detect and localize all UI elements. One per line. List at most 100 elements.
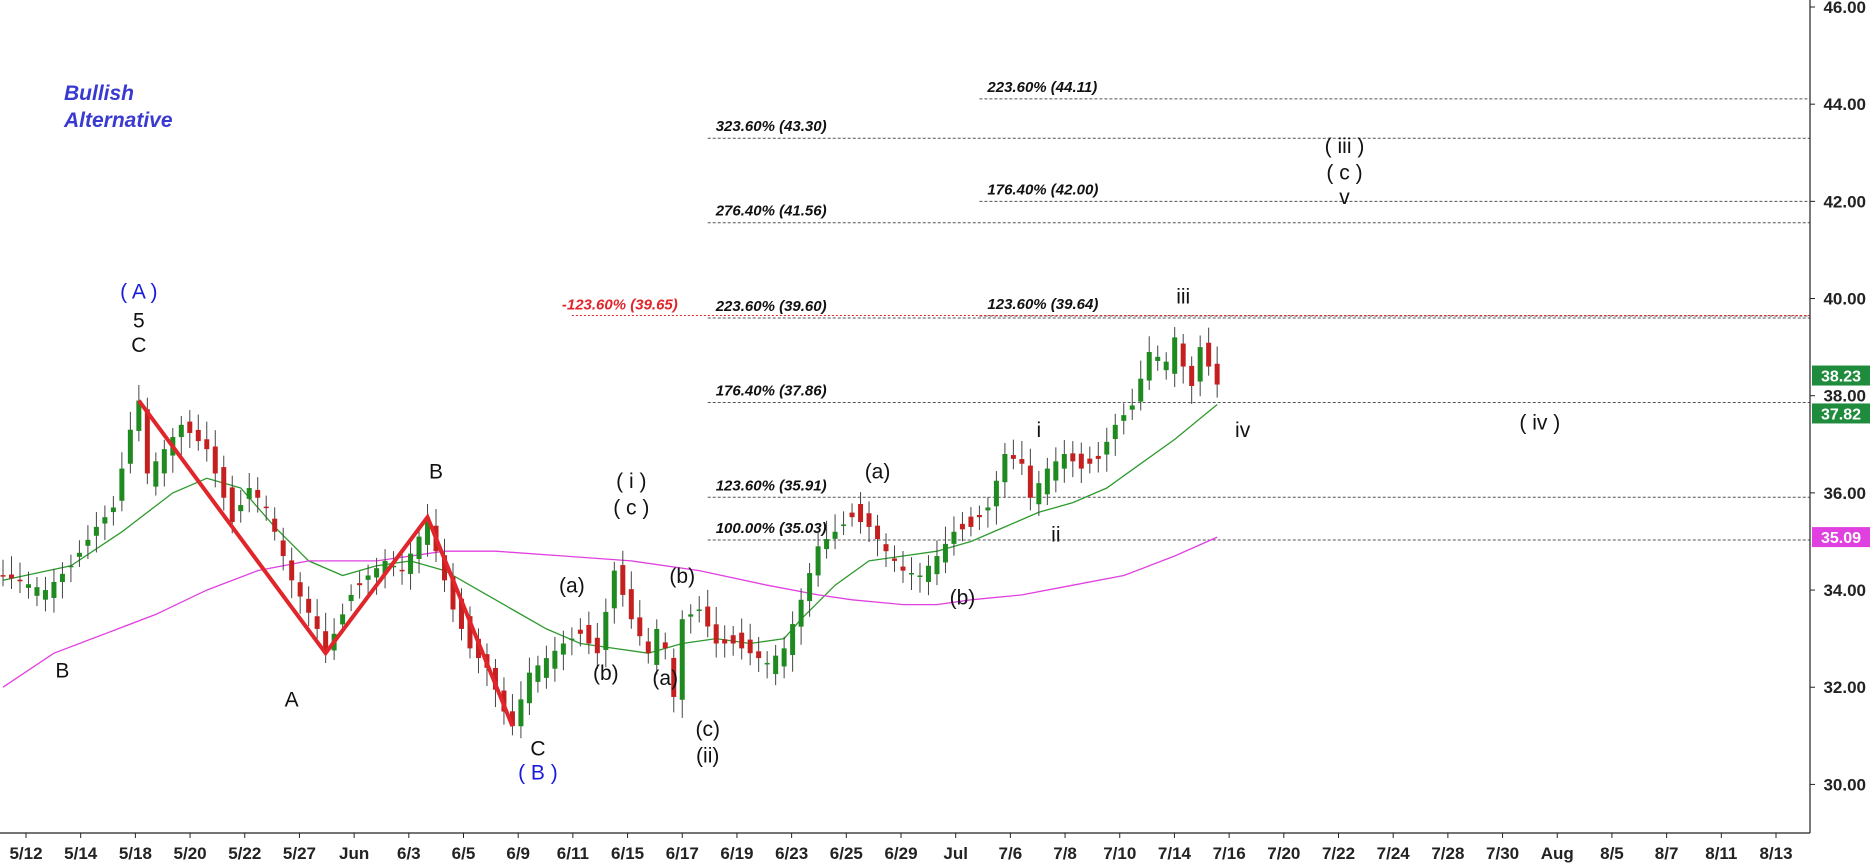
candle-body bbox=[17, 579, 23, 582]
candle-body bbox=[1044, 468, 1050, 495]
wave-label: ( c ) bbox=[613, 497, 649, 520]
candle-body bbox=[1163, 361, 1169, 371]
wave-label: ( iii ) bbox=[1325, 135, 1365, 158]
candle-body bbox=[136, 400, 142, 431]
x-tick-label: 6/17 bbox=[666, 844, 699, 863]
candle-body bbox=[204, 439, 210, 450]
wave-label: (b) bbox=[669, 565, 695, 588]
wave-label: (a) bbox=[865, 460, 891, 483]
x-tick-label: 7/8 bbox=[1053, 844, 1077, 863]
x-tick-label: 7/10 bbox=[1103, 844, 1136, 863]
candle-body bbox=[1197, 347, 1203, 382]
candle-body bbox=[620, 565, 626, 595]
y-tick-label: 42.00 bbox=[1823, 192, 1866, 211]
candle-body bbox=[1087, 458, 1093, 464]
candle-body bbox=[756, 651, 762, 659]
candle-body bbox=[925, 565, 931, 582]
candle-body bbox=[705, 606, 711, 627]
candle-body bbox=[1053, 461, 1059, 481]
candle-body bbox=[1019, 459, 1025, 464]
candle-body bbox=[246, 488, 252, 499]
wave-label: ( iv ) bbox=[1519, 412, 1560, 435]
x-tick-label: 7/14 bbox=[1158, 844, 1192, 863]
x-tick-label: Aug bbox=[1541, 844, 1574, 863]
candle-body bbox=[993, 480, 999, 507]
candle-body bbox=[42, 590, 48, 600]
candle-body bbox=[119, 468, 125, 501]
candle-body bbox=[391, 565, 397, 568]
candle-body bbox=[773, 655, 779, 675]
candle-body bbox=[1078, 453, 1084, 469]
candle-body bbox=[662, 642, 668, 649]
candle-body bbox=[102, 517, 108, 524]
candle-body bbox=[611, 570, 617, 609]
x-tick-label: 8/13 bbox=[1759, 844, 1792, 863]
x-tick-label: 8/11 bbox=[1705, 844, 1737, 863]
candle-body bbox=[535, 665, 541, 682]
candle-body bbox=[518, 699, 524, 727]
candle-body bbox=[1214, 363, 1220, 385]
x-tick-label: 5/27 bbox=[283, 844, 316, 863]
x-tick-label: 5/20 bbox=[174, 844, 207, 863]
candle-body bbox=[1036, 483, 1042, 505]
candle-body bbox=[323, 631, 329, 654]
candle-body bbox=[357, 583, 363, 586]
candle-body bbox=[942, 543, 948, 563]
candle-body bbox=[187, 421, 193, 433]
candle-body bbox=[263, 506, 269, 509]
candle-body bbox=[645, 641, 651, 654]
moving-average-line bbox=[2, 536, 1218, 688]
moving-averages bbox=[2, 403, 1218, 688]
price-tag bbox=[1812, 403, 1870, 424]
candle-body bbox=[374, 568, 380, 578]
x-tick-label: 6/25 bbox=[830, 844, 863, 863]
candle-body bbox=[815, 546, 821, 576]
candle-body bbox=[569, 638, 575, 641]
x-tick-label: 5/18 bbox=[119, 844, 152, 863]
x-tick-label: 5/12 bbox=[9, 844, 42, 863]
price-candles bbox=[0, 327, 1220, 739]
fib-level-label: 100.00% (35.03) bbox=[716, 520, 827, 537]
y-tick-label: 30.00 bbox=[1823, 775, 1866, 794]
wave-label: (ii) bbox=[696, 745, 719, 768]
y-tick-label: 38.00 bbox=[1823, 387, 1866, 406]
x-tick-label: 7/16 bbox=[1213, 844, 1246, 863]
price-tag-label: 37.82 bbox=[1821, 406, 1861, 423]
wave-label: ( c ) bbox=[1326, 161, 1362, 184]
candle-body bbox=[908, 573, 914, 575]
annotation-note-line-2: Alternative bbox=[63, 109, 173, 132]
candle-body bbox=[195, 429, 201, 442]
x-tick-label: 8/7 bbox=[1655, 844, 1679, 863]
wave-label: iv bbox=[1235, 419, 1251, 442]
candle-body bbox=[51, 581, 57, 598]
candle-body bbox=[951, 531, 957, 544]
candle-body bbox=[59, 573, 65, 582]
y-tick-label: 44.00 bbox=[1823, 95, 1866, 114]
candle-body bbox=[1172, 337, 1178, 374]
x-tick-label: 6/3 bbox=[397, 844, 421, 863]
candle-body bbox=[892, 558, 898, 561]
fib-level-label: 123.60% (35.91) bbox=[716, 477, 827, 494]
candle-body bbox=[594, 637, 600, 654]
candle-body bbox=[153, 461, 159, 487]
candle-body bbox=[1129, 405, 1135, 410]
candle-body bbox=[76, 552, 82, 557]
candle-body bbox=[654, 628, 660, 665]
x-tick-label: 6/5 bbox=[452, 844, 476, 863]
x-tick-label: 7/24 bbox=[1377, 844, 1411, 863]
x-tick-label: 5/14 bbox=[64, 844, 98, 863]
candle-body bbox=[212, 446, 218, 474]
candle-body bbox=[399, 569, 405, 572]
candle-body bbox=[93, 526, 99, 536]
wave-label: 5 bbox=[133, 310, 145, 333]
candle-body bbox=[781, 648, 787, 667]
candle-body bbox=[934, 556, 940, 575]
candle-body bbox=[25, 584, 31, 588]
fib-level-label: 176.40% (37.86) bbox=[716, 383, 827, 400]
candle-body bbox=[450, 576, 456, 610]
fib-level-label: 323.60% (43.30) bbox=[716, 118, 827, 135]
price-tags: 38.23 37.82 35.09 bbox=[1812, 365, 1870, 548]
x-tick-label: 6/19 bbox=[720, 844, 753, 863]
